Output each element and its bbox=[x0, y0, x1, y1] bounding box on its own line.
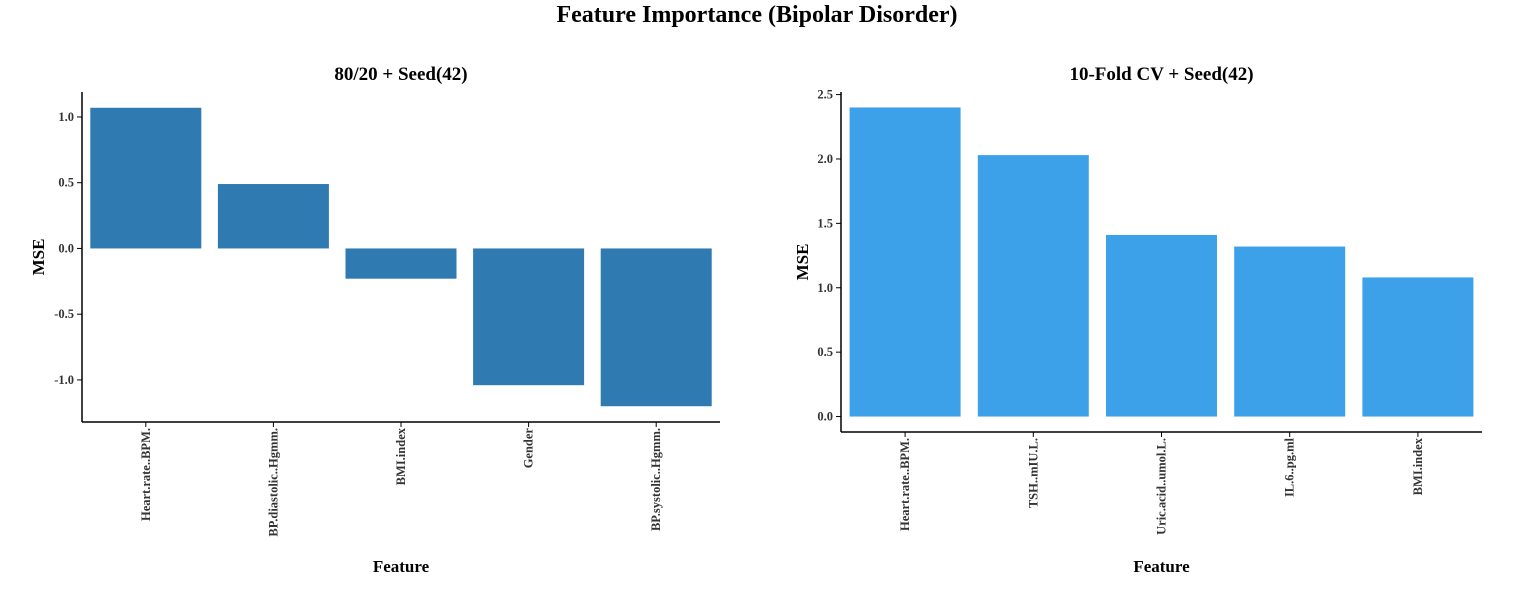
x-tick-label: BMI.index bbox=[394, 427, 408, 485]
y-tick-label: -0.5 bbox=[54, 307, 74, 321]
y-tick-label: 2.5 bbox=[817, 88, 833, 102]
bar bbox=[1362, 277, 1474, 417]
y-axis-title: MSE bbox=[793, 244, 812, 281]
subplot-title: 80/20 + Seed(42) bbox=[334, 64, 467, 85]
x-tick-label: Heart.rate..BPM. bbox=[139, 428, 153, 521]
bar bbox=[345, 248, 457, 279]
y-tick-label: 1.0 bbox=[817, 281, 833, 295]
x-tick-label: BP.systolic..Hgmm. bbox=[649, 428, 663, 531]
x-tick-label: BP.diastolic..Hgmm. bbox=[266, 428, 280, 537]
y-tick-label: 1.5 bbox=[817, 216, 833, 230]
figure-title: Feature Importance (Bipolar Disorder) bbox=[556, 2, 958, 28]
bar bbox=[217, 184, 329, 249]
x-tick-label: Uric.acid..umol.L. bbox=[1155, 438, 1169, 535]
x-tick-label: BMI.index bbox=[1411, 437, 1425, 495]
subplot-title: 10-Fold CV + Seed(42) bbox=[1069, 64, 1253, 85]
y-tick-label: 0.0 bbox=[817, 410, 833, 424]
y-axis-title: MSE bbox=[29, 239, 48, 276]
bar bbox=[977, 155, 1089, 417]
y-tick-label: 0.5 bbox=[58, 176, 74, 190]
x-axis-title: Feature bbox=[1133, 557, 1190, 576]
bar bbox=[1234, 246, 1346, 417]
x-tick-label: Heart.rate..BPM. bbox=[898, 438, 912, 531]
bar bbox=[849, 107, 961, 417]
x-axis-title: Feature bbox=[373, 557, 430, 576]
bar bbox=[600, 248, 712, 407]
bar bbox=[473, 248, 585, 386]
x-tick-label: TSH..mIU.L. bbox=[1026, 438, 1040, 508]
y-tick-label: -1.0 bbox=[54, 373, 74, 387]
y-tick-label: 0.5 bbox=[817, 345, 833, 359]
x-tick-label: Gender bbox=[522, 428, 536, 469]
y-tick-label: 2.0 bbox=[817, 152, 833, 166]
y-tick-label: 0.0 bbox=[58, 241, 74, 255]
bar bbox=[90, 107, 202, 249]
x-tick-label: IL.6..pg.ml bbox=[1283, 437, 1297, 497]
y-tick-label: 1.0 bbox=[58, 110, 74, 124]
bar bbox=[1106, 234, 1217, 417]
